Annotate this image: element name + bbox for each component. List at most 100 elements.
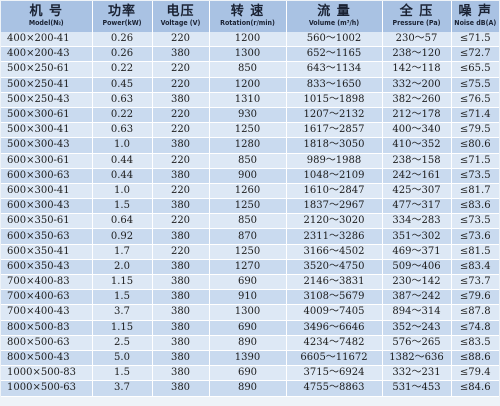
cell-model: 500×300-61 bbox=[1, 107, 93, 124]
cell-voltage: 220 bbox=[152, 213, 210, 230]
cell-pressure: 509～406 bbox=[382, 259, 452, 276]
cell-pressure: 1382～636 bbox=[382, 350, 452, 367]
header-power: 功率 Power(kW) bbox=[92, 1, 153, 32]
cell-volume: 2311～3286 bbox=[286, 228, 383, 245]
cell-voltage: 380 bbox=[152, 259, 210, 276]
table-row: 400×200-41 0.26 220 1200 560～1002 230～57 ≤71.5 bbox=[1, 32, 499, 48]
fan-spec-table: 机 号 Model(№) 功率 Power(kW) 电压 Voltage (V)… bbox=[1, 1, 499, 397]
cell-noise: ≤79.4 bbox=[451, 365, 499, 382]
table-row: 500×250-43 0.63 380 1310 1015～1898 382～260 ≤76… bbox=[1, 92, 499, 108]
cell-model: 700×400-63 bbox=[1, 289, 93, 306]
table-row: 500×300-61 0.22 220 930 1207～2132 212～178 ≤71.… bbox=[1, 107, 499, 124]
table-row: 600×300-41 1.0 220 1260 1610～2847 425～307 ≤81.… bbox=[1, 183, 499, 200]
cell-pressure: 576～265 bbox=[382, 335, 452, 351]
table-row: 600×350-41 1.7 220 1250 3166～4502 469～371 ≤81.… bbox=[1, 244, 499, 260]
cell-pressure: 469～371 bbox=[382, 244, 452, 260]
cell-voltage: 220 bbox=[152, 122, 210, 139]
cell-volume: 1048～2109 bbox=[286, 168, 383, 184]
cell-voltage: 220 bbox=[152, 153, 210, 169]
header-row: 机 号 Model(№) 功率 Power(kW) 电压 Voltage (V)… bbox=[1, 1, 499, 32]
cell-voltage: 380 bbox=[152, 228, 210, 245]
cell-volume: 1617～2857 bbox=[286, 122, 383, 139]
cell-model: 1000×500-83 bbox=[1, 365, 93, 382]
header-pressure-zh: 全 压 bbox=[399, 4, 434, 19]
cell-rotation: 850 bbox=[209, 61, 287, 78]
cell-volume: 4234～7482 bbox=[286, 335, 383, 351]
header-pressure: 全 压 Pressure (Pa) bbox=[382, 1, 452, 32]
cell-rotation: 910 bbox=[209, 289, 287, 306]
header-model-zh: 机 号 bbox=[29, 4, 64, 19]
cell-power: 1.5 bbox=[92, 365, 153, 382]
header-voltage-zh: 电压 bbox=[166, 4, 195, 19]
cell-model: 700×400-43 bbox=[1, 304, 93, 321]
header-volume: 流 量 Volume (m³/h) bbox=[286, 1, 383, 32]
cell-volume: 643～1134 bbox=[286, 61, 383, 78]
cell-rotation: 1300 bbox=[209, 304, 287, 321]
table-row: 600×350-63 0.92 380 870 2311～3286 351～302 ≤73.… bbox=[1, 228, 499, 245]
cell-power: 1.15 bbox=[92, 320, 153, 336]
table-row: 1000×500-83 1.5 380 690 3715～6924 332～231 ≤79.… bbox=[1, 365, 499, 382]
cell-volume: 4009～7405 bbox=[286, 304, 383, 321]
header-power-zh: 功率 bbox=[107, 4, 136, 19]
cell-voltage: 380 bbox=[152, 365, 210, 382]
cell-model: 600×350-63 bbox=[1, 228, 93, 245]
table-row: 500×250-61 0.22 220 850 643～1134 142～118 ≤65.5 bbox=[1, 61, 499, 78]
cell-model: 800×500-63 bbox=[1, 335, 93, 351]
header-volume-en: Volume (m³/h) bbox=[308, 19, 360, 27]
cell-volume: 3108～5679 bbox=[286, 289, 383, 306]
cell-volume: 1818～3050 bbox=[286, 137, 383, 154]
cell-volume: 989～1988 bbox=[286, 153, 383, 169]
cell-power: 1.0 bbox=[92, 137, 153, 154]
cell-noise: ≤84.6 bbox=[451, 380, 499, 397]
cell-rotation: 870 bbox=[209, 228, 287, 245]
cell-noise: ≤75.5 bbox=[451, 77, 499, 93]
table-body: 400×200-41 0.26 220 1200 560～1002 230～57 ≤71.5… bbox=[1, 32, 499, 397]
cell-voltage: 380 bbox=[152, 46, 210, 63]
cell-pressure: 894～314 bbox=[382, 304, 452, 321]
header-voltage-en: Voltage (V) bbox=[160, 19, 201, 27]
cell-voltage: 380 bbox=[152, 335, 210, 351]
cell-volume: 3520～4750 bbox=[286, 259, 383, 276]
cell-pressure: 230～142 bbox=[382, 274, 452, 291]
cell-pressure: 212～178 bbox=[382, 107, 452, 124]
cell-rotation: 1260 bbox=[209, 183, 287, 200]
cell-noise: ≤76.5 bbox=[451, 92, 499, 108]
cell-model: 600×300-41 bbox=[1, 183, 93, 200]
header-noise: 噪 声 Noise dB(A) bbox=[451, 1, 499, 32]
cell-rotation: 850 bbox=[209, 153, 287, 169]
cell-rotation: 1390 bbox=[209, 350, 287, 367]
cell-volume: 6605～11672 bbox=[286, 350, 383, 367]
cell-power: 0.26 bbox=[92, 46, 153, 63]
cell-power: 5.0 bbox=[92, 350, 153, 367]
cell-pressure: 400～340 bbox=[382, 122, 452, 139]
table-row: 700×400-83 1.15 380 690 2146～3831 230～142 ≤73.… bbox=[1, 274, 499, 291]
cell-rotation: 930 bbox=[209, 107, 287, 124]
cell-model: 600×350-41 bbox=[1, 244, 93, 260]
cell-pressure: 242～161 bbox=[382, 168, 452, 184]
cell-voltage: 380 bbox=[152, 320, 210, 336]
cell-power: 0.22 bbox=[92, 107, 153, 124]
cell-voltage: 380 bbox=[152, 289, 210, 306]
cell-rotation: 1300 bbox=[209, 46, 287, 63]
header-rotation: 转 速 Rotation(r/min) bbox=[209, 1, 287, 32]
cell-volume: 3715～6924 bbox=[286, 365, 383, 382]
cell-rotation: 900 bbox=[209, 168, 287, 184]
cell-volume: 1837～2967 bbox=[286, 198, 383, 215]
cell-volume: 652～1165 bbox=[286, 46, 383, 63]
cell-model: 500×300-41 bbox=[1, 122, 93, 139]
cell-rotation: 690 bbox=[209, 320, 287, 336]
cell-volume: 4755～8863 bbox=[286, 380, 383, 397]
table-row: 600×300-63 0.44 380 900 1048～2109 242～161 ≤73.… bbox=[1, 168, 499, 184]
header-noise-en: Noise dB(A) bbox=[454, 19, 497, 27]
cell-power: 1.7 bbox=[92, 244, 153, 260]
cell-model: 400×200-41 bbox=[1, 32, 93, 48]
cell-rotation: 890 bbox=[209, 335, 287, 351]
cell-model: 800×500-83 bbox=[1, 320, 93, 336]
cell-model: 500×250-41 bbox=[1, 77, 93, 93]
cell-volume: 1610～2847 bbox=[286, 183, 383, 200]
cell-model: 500×250-61 bbox=[1, 61, 93, 78]
cell-volume: 2120～3020 bbox=[286, 213, 383, 230]
table-row: 600×300-61 0.44 220 850 989～1988 238～158 ≤71.5 bbox=[1, 153, 499, 169]
cell-voltage: 380 bbox=[152, 137, 210, 154]
cell-noise: ≤83.6 bbox=[451, 198, 499, 215]
